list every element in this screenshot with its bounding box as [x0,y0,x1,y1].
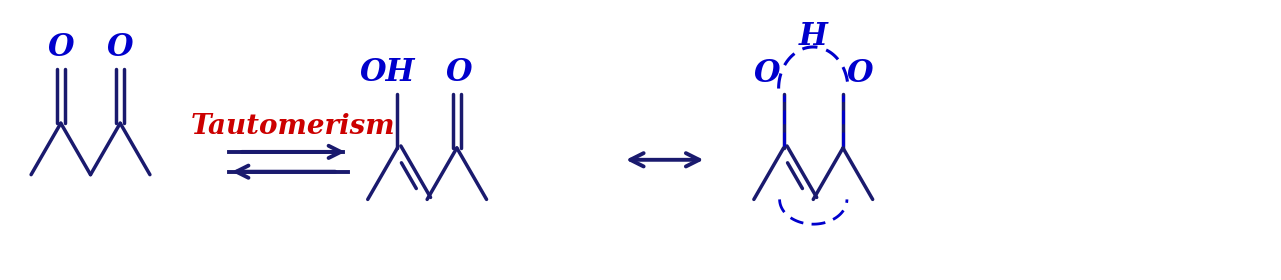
Text: O: O [47,32,74,63]
Text: O: O [847,58,874,88]
Text: H: H [799,21,828,52]
Text: O: O [753,58,780,88]
Text: O: O [446,57,473,88]
Text: OH: OH [360,57,415,88]
Text: O: O [106,32,133,63]
Text: Tautomerism: Tautomerism [191,113,396,140]
